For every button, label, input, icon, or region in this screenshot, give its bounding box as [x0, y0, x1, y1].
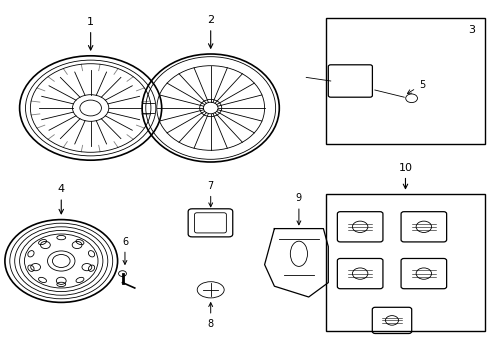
Text: 2: 2	[207, 15, 214, 48]
Text: 6: 6	[122, 237, 128, 264]
Bar	[326, 194, 485, 331]
Text: 8: 8	[208, 303, 214, 329]
Text: 9: 9	[296, 193, 302, 225]
Text: 3: 3	[468, 25, 475, 35]
Text: 7: 7	[208, 181, 214, 207]
Text: 10: 10	[398, 163, 413, 189]
Bar	[326, 18, 485, 144]
Text: 5: 5	[407, 80, 425, 94]
Text: 4: 4	[58, 184, 65, 214]
Text: 1: 1	[87, 17, 94, 50]
